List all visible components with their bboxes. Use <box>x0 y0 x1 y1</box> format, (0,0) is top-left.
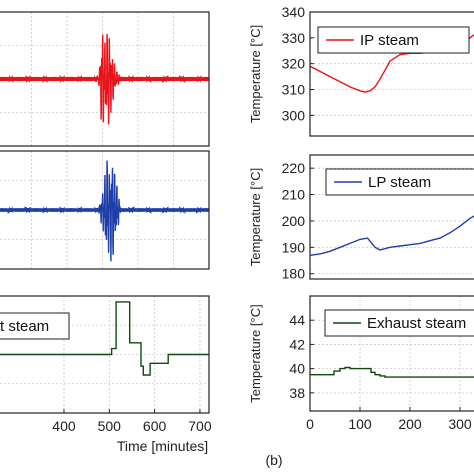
legend-right-ip: IP steam <box>317 26 470 54</box>
y-tick-label: 320 <box>282 56 306 72</box>
y-tick-label: 44 <box>289 312 305 328</box>
series-line-right-lp <box>310 215 474 256</box>
legend-left-exhaust: t steam <box>0 312 70 340</box>
x-tick-label: 600 <box>143 418 167 434</box>
x-tick-label: 400 <box>52 418 76 434</box>
y-tick-label: 180 <box>282 266 306 282</box>
series-line-right-exhaust <box>310 366 474 378</box>
x-tick-label: 300 <box>448 416 472 432</box>
left-ip-chart <box>0 11 210 147</box>
y-tick-label: 210 <box>282 187 306 203</box>
series-line-left-ip <box>0 33 209 125</box>
y-tick-label: 220 <box>282 160 306 176</box>
plot-frame <box>0 295 210 414</box>
plot-frame <box>0 150 210 270</box>
legend-entry: IP steam <box>360 32 419 49</box>
y-tick-label: 300 <box>282 107 306 123</box>
y-tick-label: 330 <box>282 30 306 46</box>
plot-frame <box>309 154 474 280</box>
legend-entry: t steam <box>0 318 49 335</box>
left-exhaust-chart: 400 500 600 700 Time [minutes] t steam <box>0 295 212 454</box>
legend-right-exhaust: Exhaust steam <box>324 309 474 337</box>
left-panels: 400 500 600 700 Time [minutes] t steam <box>0 11 212 454</box>
plot-frame <box>309 295 474 412</box>
x-tick-label: 0 <box>306 416 314 432</box>
series-line-left-exhaust <box>0 301 209 376</box>
plot-frame <box>0 11 210 147</box>
y-tick-label: 340 <box>282 4 306 20</box>
x-tick-label: 100 <box>348 416 372 432</box>
legend-entry: Exhaust steam <box>367 315 466 332</box>
plot-frame <box>309 11 474 137</box>
x-axis-label: Time [minutes] <box>117 438 208 454</box>
right-ip-chart: 300 310 320 330 340 Temperature [°C] IP steam <box>248 4 474 137</box>
y-tick-label: 38 <box>289 385 305 401</box>
series-line-left-lp <box>0 160 209 262</box>
x-tick-label: 500 <box>98 418 122 434</box>
y-tick-label: 190 <box>282 239 306 255</box>
legend-box <box>0 312 70 340</box>
right-exhaust-chart: 0 100 200 300 38 40 42 44 Temperature [°C] Exhaus… <box>248 295 474 432</box>
legend-entry: LP steam <box>368 174 431 191</box>
legend-right-lp: LP steam <box>325 168 474 196</box>
left-lp-chart <box>0 150 210 270</box>
y-tick-label: 40 <box>289 361 305 377</box>
y-tick-label: 42 <box>289 336 305 352</box>
y-tick-label: 200 <box>282 213 306 229</box>
right-lp-chart: 180 190 200 210 220 Temperature [°C] LP steam <box>248 154 474 282</box>
y-axis-label: Temperature [°C] <box>248 304 263 402</box>
y-axis-label: Temperature [°C] <box>248 168 263 266</box>
x-tick-label: 200 <box>398 416 422 432</box>
y-axis-label: Temperature [°C] <box>248 25 263 123</box>
panel-label: (b) <box>265 452 282 468</box>
y-tick-label: 310 <box>282 82 306 98</box>
x-tick-label: 700 <box>188 418 212 434</box>
